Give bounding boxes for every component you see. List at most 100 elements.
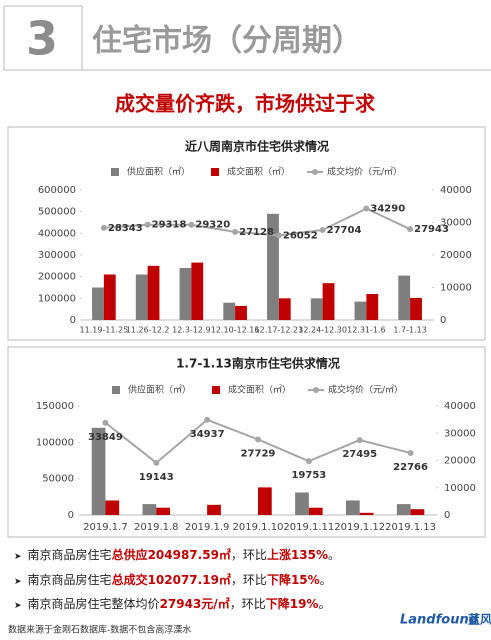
logo-brand: Landfound (400, 613, 479, 628)
data-label: 27729 (241, 448, 276, 459)
data-label: 27943 (414, 224, 449, 235)
x-tick-label: 11.26-12.2 (126, 326, 170, 335)
legend-swatch (211, 168, 219, 176)
data-label: 34937 (190, 429, 225, 440)
text: 总供应204987.59㎡ (111, 548, 231, 562)
bar (103, 274, 116, 320)
data-label: 33849 (88, 432, 123, 443)
bar (278, 298, 291, 320)
headline: 成交量价齐跌，市场供过于求 (115, 92, 376, 116)
legend-label: 供应面积（㎡） (128, 384, 191, 396)
bar (410, 297, 422, 320)
bar (366, 294, 379, 320)
legend-label: 供应面积（㎡） (127, 166, 190, 178)
data-label: 29318 (152, 220, 187, 231)
bar (147, 265, 160, 320)
text: 总成交102077.19㎡ (111, 573, 231, 587)
x-tick-label: 12.31-1.6 (347, 326, 386, 335)
line-point (153, 459, 160, 466)
bar (310, 298, 323, 320)
y-tick-label: 50000 (42, 474, 74, 485)
x-tick-label: 12.10-12.16 (211, 326, 260, 335)
y2-tick-label: 0 (444, 510, 450, 521)
y-tick-label: 400000 (38, 228, 76, 239)
number-box (3, 5, 83, 71)
data-label: 19753 (291, 470, 326, 481)
bullet: ➤ 南京商品房住宅总供应204987.59㎡，环比上涨135%。 (14, 548, 341, 562)
data-label: 19143 (139, 472, 174, 483)
data-label: 22766 (393, 462, 428, 473)
y2-tick-label: 20000 (440, 250, 472, 261)
line (103, 207, 411, 237)
y2-tick-label: 10000 (444, 483, 476, 494)
text: ，环比 (229, 597, 266, 611)
y-tick-label: 100000 (36, 437, 74, 448)
line-point (188, 221, 195, 228)
data-label: 26052 (283, 230, 318, 241)
x-tick-label: 2019.1.7 (83, 522, 128, 533)
line-point (407, 226, 414, 233)
bar (354, 301, 367, 320)
y2-tick-label: 40000 (444, 401, 476, 412)
bar (267, 213, 279, 320)
bar (410, 509, 425, 515)
bar (105, 500, 120, 515)
legend-swatch (313, 387, 319, 393)
bar (295, 492, 309, 515)
data-label: 27704 (327, 225, 362, 236)
line-point (363, 205, 370, 212)
y2-tick-label: 0 (440, 315, 446, 326)
footer-note: 数据来源于金刚石数据库-数据不包含高淳溧水 (8, 624, 191, 636)
x-tick-label: 1.7-1.13 (393, 326, 426, 335)
bullet: ➤ 南京商品房住宅整体均价27943元/㎡，环比下降19%。 (14, 597, 331, 611)
bar (223, 302, 236, 320)
line-point (232, 228, 239, 235)
text: 上涨135% (266, 548, 329, 562)
legend-swatch (112, 386, 120, 394)
section-number: 3 (26, 12, 58, 66)
y2-tick-label: 40000 (440, 185, 472, 196)
bar (207, 504, 221, 515)
y2-tick-label: 30000 (440, 218, 472, 229)
y2-tick-label: 30000 (444, 428, 476, 439)
text: 南京商品房住宅整体均价 (27, 597, 160, 611)
legend-label: 成交均价（元/㎡） (328, 384, 403, 396)
text: 27943元/㎡ (159, 597, 230, 611)
bar (308, 507, 323, 515)
y-tick-label: 0 (68, 510, 74, 521)
bar (235, 305, 247, 320)
data-label: 29320 (195, 220, 230, 231)
bar (179, 268, 192, 320)
data-label: 27495 (342, 449, 377, 460)
text: 。 (318, 597, 331, 611)
text: 下降19% (265, 597, 319, 611)
line-point (305, 458, 312, 465)
text: 南京商品房住宅 (27, 548, 112, 562)
data-label: 27128 (239, 227, 274, 238)
y-tick-label: 0 (70, 315, 76, 326)
x-tick-label: 2019.1.9 (185, 522, 230, 533)
y-tick-label: 500000 (38, 207, 76, 218)
bar (156, 507, 171, 515)
line-point (204, 416, 211, 423)
legend-label: 成交面积（㎡） (228, 384, 291, 396)
legend-label: 成交面积（㎡） (227, 166, 290, 178)
chart-title: 1.7-1.13南京市住宅供求情况 (176, 356, 340, 371)
legend-label: 成交均价（元/㎡） (327, 166, 402, 178)
text: 南京商品房住宅 (27, 573, 112, 587)
line-point (275, 232, 282, 239)
bar (345, 500, 360, 515)
line-point (255, 436, 261, 443)
legend-swatch (111, 168, 119, 176)
data-label: 28343 (108, 223, 143, 234)
text: ，环比 (230, 573, 267, 587)
bar (258, 487, 272, 515)
legend-swatch (212, 386, 220, 394)
x-tick-label: 12.24-12.30 (298, 326, 347, 335)
x-tick-label: 12.3-12.9 (172, 326, 211, 335)
line-point (102, 419, 109, 426)
text: ，环比 (230, 548, 267, 562)
text: 。 (319, 573, 332, 587)
